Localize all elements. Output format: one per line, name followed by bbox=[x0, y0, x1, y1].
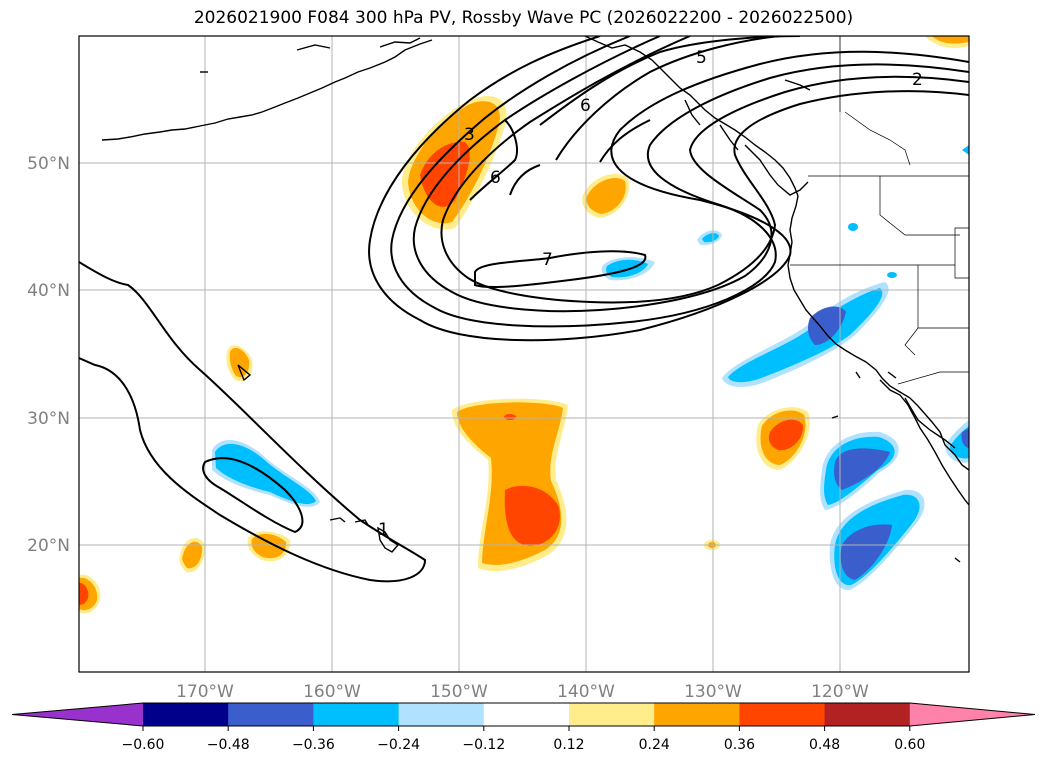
colorbar-tick-label: 0.24 bbox=[639, 737, 670, 753]
map-title: 2026021900 F084 300 hPa PV, Rossby Wave … bbox=[193, 8, 854, 28]
lon-label: 130°W bbox=[684, 682, 742, 702]
contour-label-group: 3 6 6 5 2 7 1 bbox=[378, 48, 923, 540]
colorbar-segment bbox=[739, 703, 826, 726]
colorbar-segment bbox=[143, 703, 229, 726]
colorbar-tick-label: 0.36 bbox=[724, 737, 755, 753]
lon-label: 170°W bbox=[176, 682, 234, 702]
colorbar-tick-label: −0.60 bbox=[122, 737, 165, 753]
contour-label: 1 bbox=[378, 520, 389, 540]
lat-label: 40°N bbox=[27, 281, 70, 301]
colorbar-tick-label: 0.48 bbox=[809, 737, 840, 753]
lon-label: 150°W bbox=[430, 682, 488, 702]
lon-label: 120°W bbox=[811, 682, 869, 702]
contour-label: 6 bbox=[490, 168, 501, 188]
contour-label: 2 bbox=[912, 70, 923, 90]
colorbar: −0.60 −0.48 −0.36 −0.24 −0.12 0.12 0.24 0.36 0.4… bbox=[11, 702, 1036, 753]
colorbar-segment bbox=[398, 703, 485, 726]
colorbar-tick-label: 0.12 bbox=[553, 737, 584, 753]
lon-label: 160°W bbox=[303, 682, 361, 702]
colorbar-tick-label: −0.36 bbox=[292, 737, 335, 753]
colorbar-segment bbox=[313, 703, 400, 726]
colorbar-segment bbox=[483, 703, 570, 726]
colorbar-arrow-min bbox=[12, 703, 143, 726]
colorbar-tick-label: −0.12 bbox=[462, 737, 505, 753]
colorbar-segment bbox=[654, 703, 740, 726]
colorbar-arrow-max bbox=[909, 703, 1035, 726]
colorbar-segment bbox=[228, 703, 314, 726]
lon-label: 140°W bbox=[557, 682, 615, 702]
lat-label: 20°N bbox=[27, 536, 70, 556]
contour-label: 3 bbox=[464, 125, 475, 145]
longitude-labels: 170°W 160°W 150°W 140°W 130°W 120°W bbox=[176, 682, 869, 702]
colorbar-tick-label: −0.48 bbox=[207, 737, 250, 753]
colorbar-tick-label: 0.60 bbox=[894, 737, 925, 753]
contour-label: 6 bbox=[580, 96, 591, 116]
contour-label: 7 bbox=[542, 250, 553, 270]
latitude-labels: 50°N 40°N 30°N 20°N bbox=[27, 154, 70, 556]
graticule bbox=[79, 36, 969, 672]
contour-label: 5 bbox=[696, 48, 707, 68]
lat-label: 30°N bbox=[27, 409, 70, 429]
political-borders bbox=[790, 36, 969, 385]
colorbar-segment bbox=[824, 703, 911, 726]
pv-contours bbox=[79, 36, 969, 583]
lat-label: 50°N bbox=[27, 154, 70, 174]
colorbar-tick-label: −0.24 bbox=[377, 737, 420, 753]
colorbar-segment bbox=[569, 703, 655, 726]
anomaly-shading bbox=[79, 36, 969, 614]
map-frame-border bbox=[78, 35, 970, 673]
coastlines bbox=[101, 36, 969, 563]
